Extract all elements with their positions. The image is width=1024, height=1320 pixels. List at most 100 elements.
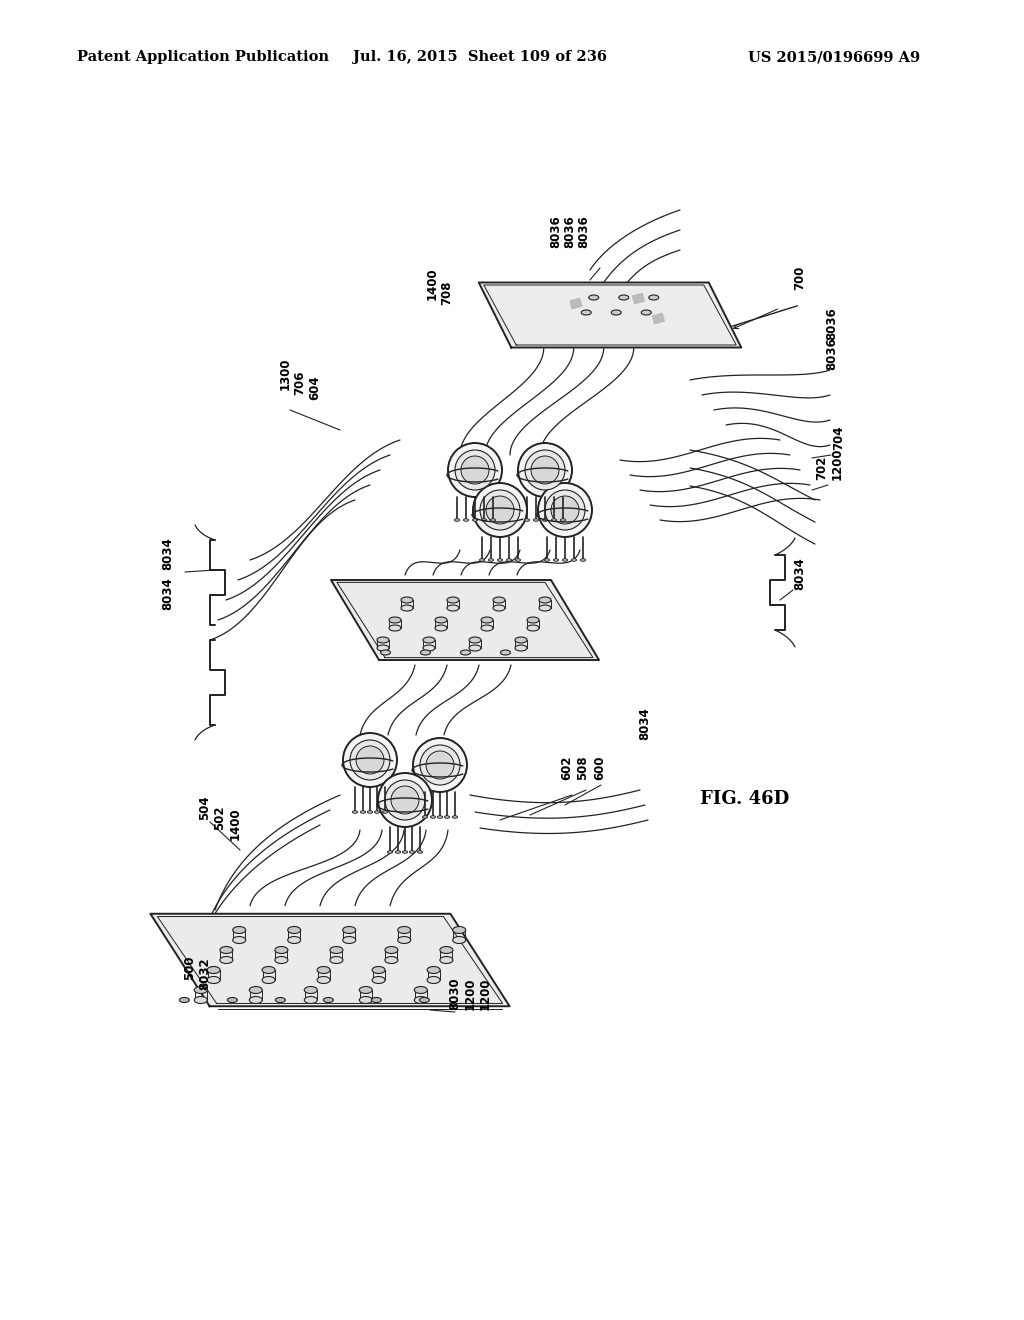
Ellipse shape bbox=[368, 810, 373, 813]
Ellipse shape bbox=[415, 986, 427, 994]
Ellipse shape bbox=[274, 957, 288, 964]
Ellipse shape bbox=[527, 616, 539, 623]
Circle shape bbox=[545, 490, 585, 531]
Ellipse shape bbox=[420, 998, 429, 1002]
Ellipse shape bbox=[385, 946, 398, 953]
Ellipse shape bbox=[527, 624, 539, 631]
Text: 1400: 1400 bbox=[228, 808, 242, 840]
Text: 8034: 8034 bbox=[794, 557, 807, 590]
Ellipse shape bbox=[304, 997, 317, 1003]
Ellipse shape bbox=[464, 519, 469, 521]
Text: 8036: 8036 bbox=[825, 308, 839, 341]
Ellipse shape bbox=[423, 645, 435, 651]
Ellipse shape bbox=[534, 519, 539, 521]
Text: Patent Application Publication: Patent Application Publication bbox=[77, 50, 329, 65]
Ellipse shape bbox=[274, 946, 288, 953]
Ellipse shape bbox=[372, 966, 385, 974]
Ellipse shape bbox=[262, 966, 275, 974]
Text: 8036: 8036 bbox=[550, 215, 562, 248]
Ellipse shape bbox=[444, 816, 450, 818]
Ellipse shape bbox=[447, 597, 459, 603]
Ellipse shape bbox=[498, 558, 503, 561]
Circle shape bbox=[461, 455, 489, 484]
Text: 8034: 8034 bbox=[162, 577, 174, 610]
Ellipse shape bbox=[481, 616, 493, 623]
Circle shape bbox=[391, 785, 419, 814]
Text: 8030: 8030 bbox=[449, 977, 462, 1010]
Ellipse shape bbox=[493, 605, 505, 611]
Text: 708: 708 bbox=[440, 281, 454, 305]
Ellipse shape bbox=[397, 936, 411, 944]
Ellipse shape bbox=[324, 998, 334, 1002]
Polygon shape bbox=[479, 282, 741, 347]
Ellipse shape bbox=[317, 977, 330, 983]
Ellipse shape bbox=[359, 986, 373, 994]
Circle shape bbox=[426, 751, 454, 779]
Ellipse shape bbox=[515, 558, 520, 561]
Circle shape bbox=[551, 496, 579, 524]
Text: 504: 504 bbox=[199, 796, 212, 820]
Circle shape bbox=[385, 780, 425, 820]
Ellipse shape bbox=[304, 986, 317, 994]
Ellipse shape bbox=[207, 966, 220, 974]
Text: 8036: 8036 bbox=[825, 337, 839, 370]
Text: 508: 508 bbox=[577, 755, 590, 780]
Text: 1200: 1200 bbox=[478, 978, 492, 1010]
Ellipse shape bbox=[453, 816, 458, 818]
Circle shape bbox=[486, 496, 514, 524]
Ellipse shape bbox=[372, 977, 385, 983]
Ellipse shape bbox=[582, 310, 591, 315]
Circle shape bbox=[378, 774, 432, 828]
Ellipse shape bbox=[545, 558, 550, 561]
Ellipse shape bbox=[552, 519, 556, 521]
Ellipse shape bbox=[493, 597, 505, 603]
Text: Jul. 16, 2015  Sheet 109 of 236: Jul. 16, 2015 Sheet 109 of 236 bbox=[353, 50, 607, 65]
Ellipse shape bbox=[288, 936, 301, 944]
Ellipse shape bbox=[397, 927, 411, 933]
Ellipse shape bbox=[249, 986, 262, 994]
Ellipse shape bbox=[377, 645, 389, 651]
Ellipse shape bbox=[461, 649, 470, 655]
Ellipse shape bbox=[435, 624, 447, 631]
Ellipse shape bbox=[435, 616, 447, 623]
Ellipse shape bbox=[352, 810, 357, 813]
Ellipse shape bbox=[440, 946, 453, 953]
Ellipse shape bbox=[554, 558, 558, 561]
Circle shape bbox=[518, 444, 572, 498]
Bar bbox=[652, 313, 665, 323]
Ellipse shape bbox=[589, 294, 599, 300]
Ellipse shape bbox=[437, 816, 442, 818]
Ellipse shape bbox=[220, 946, 232, 953]
Circle shape bbox=[343, 733, 397, 787]
Ellipse shape bbox=[227, 998, 238, 1002]
Ellipse shape bbox=[618, 294, 629, 300]
Ellipse shape bbox=[539, 597, 551, 603]
Ellipse shape bbox=[375, 810, 380, 813]
Ellipse shape bbox=[317, 966, 330, 974]
Ellipse shape bbox=[288, 927, 301, 933]
Ellipse shape bbox=[440, 957, 453, 964]
Text: 604: 604 bbox=[308, 375, 322, 400]
Ellipse shape bbox=[524, 519, 529, 521]
Circle shape bbox=[413, 738, 467, 792]
Circle shape bbox=[350, 741, 390, 780]
Text: FIG. 46D: FIG. 46D bbox=[700, 789, 790, 808]
Circle shape bbox=[420, 744, 460, 785]
Ellipse shape bbox=[427, 977, 440, 983]
Text: 702: 702 bbox=[815, 455, 828, 480]
Ellipse shape bbox=[571, 558, 577, 561]
Bar bbox=[570, 298, 582, 309]
Ellipse shape bbox=[415, 997, 427, 1003]
Text: 1200: 1200 bbox=[830, 447, 844, 480]
Circle shape bbox=[525, 450, 565, 490]
Ellipse shape bbox=[195, 997, 207, 1003]
Circle shape bbox=[538, 483, 592, 537]
Ellipse shape bbox=[401, 597, 413, 603]
Polygon shape bbox=[151, 913, 510, 1006]
Ellipse shape bbox=[560, 519, 565, 521]
Text: 1400: 1400 bbox=[426, 268, 438, 300]
Bar bbox=[633, 293, 644, 304]
Ellipse shape bbox=[377, 638, 389, 643]
Ellipse shape bbox=[501, 649, 511, 655]
Ellipse shape bbox=[360, 810, 366, 813]
